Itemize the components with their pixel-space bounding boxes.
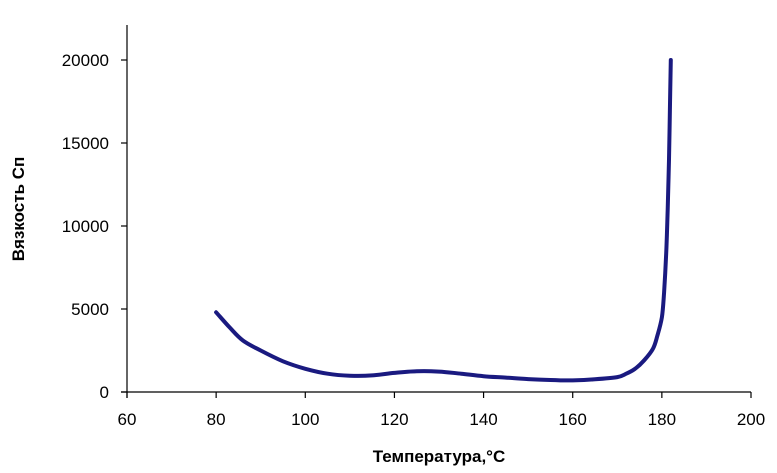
- y-axis-ticks: 0 5000 10000 15000 20000: [62, 51, 127, 402]
- x-tick-label: 180: [648, 410, 676, 429]
- x-tick-label: 140: [469, 410, 497, 429]
- x-tick-label: 60: [118, 410, 137, 429]
- y-tick-label: 0: [100, 383, 109, 402]
- y-tick-label: 10000: [62, 217, 109, 236]
- x-tick-label: 200: [737, 410, 765, 429]
- x-axis-label: Температура,°С: [373, 447, 506, 466]
- viscosity-line: [214, 58, 673, 383]
- y-tick-label: 5000: [71, 300, 109, 319]
- series-layer: [214, 58, 673, 383]
- y-tick-label: 20000: [62, 51, 109, 70]
- x-tick-label: 120: [380, 410, 408, 429]
- x-axis-ticks: 60 80 100 120 140 160 180 200: [118, 392, 765, 429]
- y-tick-label: 15000: [62, 134, 109, 153]
- x-tick-label: 80: [207, 410, 226, 429]
- y-axis-label: Вязкость Сп: [9, 157, 28, 262]
- axes: [121, 25, 751, 398]
- x-tick-label: 100: [291, 410, 319, 429]
- x-tick-label: 160: [559, 410, 587, 429]
